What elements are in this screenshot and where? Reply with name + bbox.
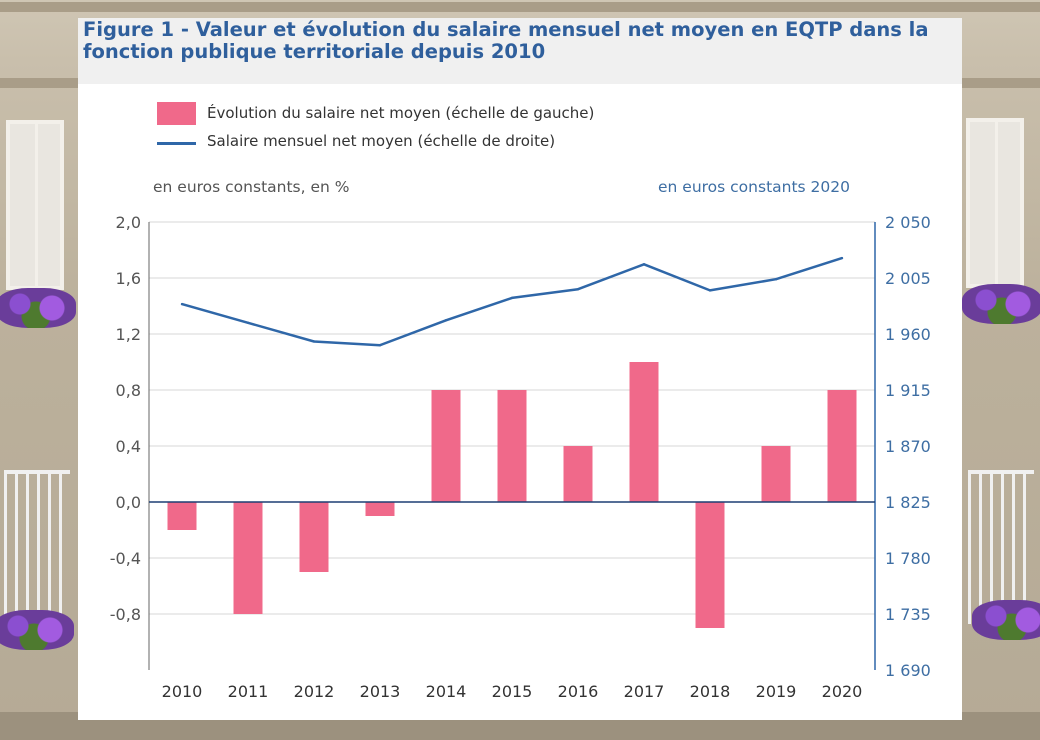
title-bar: Figure 1 - Valeur et évolution du salair…	[78, 18, 962, 84]
salary-point-2011	[246, 321, 250, 324]
tick-labels: 2,0 1,6 1,2 0,8 0,4 0,0 -0,4 -0,8 2 050 2 005 1 96…	[110, 213, 931, 701]
x-tick-label: 2014	[426, 682, 467, 701]
salary-point-2010	[180, 302, 184, 306]
salary-line-layer	[180, 256, 844, 347]
left-axis-unit: en euros constants, en %	[153, 178, 350, 196]
axes	[148, 222, 876, 670]
right-tick-label: 1 735	[885, 605, 931, 624]
right-tick-label: 1 870	[885, 437, 931, 456]
bar-2016	[563, 446, 593, 502]
right-tick-label: 1 915	[885, 381, 931, 400]
salary-point-2012	[312, 340, 316, 343]
right-axis-unit: en euros constants 2020	[658, 178, 850, 196]
x-tick-label: 2016	[558, 682, 599, 701]
bar-2011	[233, 502, 263, 614]
left-tick-label: 1,2	[116, 325, 141, 344]
bar-2013	[365, 502, 395, 516]
salary-point-2020	[840, 256, 844, 260]
figure-title: Figure 1 - Valeur et évolution du salair…	[83, 18, 929, 63]
flower-box-left	[0, 288, 76, 328]
salary-line	[181, 256, 843, 347]
right-tick-label: 1 780	[885, 549, 931, 568]
salary-point-2014	[444, 319, 448, 322]
left-tick-label: 1,6	[116, 269, 141, 288]
left-tick-label: 2,0	[116, 213, 141, 232]
left-tick-label: 0,0	[116, 493, 141, 512]
window-left	[6, 120, 64, 290]
bar-2010	[167, 502, 197, 530]
x-tick-label: 2018	[690, 682, 731, 701]
figure-card: Figure 1 - Valeur et évolution du salair…	[78, 18, 962, 720]
salary-point-2019	[774, 278, 778, 281]
left-tick-label: -0,8	[110, 605, 141, 624]
x-tick-label: 2013	[360, 682, 401, 701]
flower-box-right-lower	[972, 600, 1040, 640]
right-tick-label: 1 690	[885, 661, 931, 680]
salary-point-2015	[510, 296, 514, 300]
bar-2015	[497, 390, 527, 502]
x-tick-label: 2015	[492, 682, 533, 701]
right-tick-label: 1 825	[885, 493, 931, 512]
window-right	[966, 118, 1024, 288]
right-tick-label: 2 005	[885, 269, 931, 288]
gate-left	[4, 470, 70, 624]
salary-point-2016	[576, 288, 580, 291]
legend-bar-label: Évolution du salaire net moyen (échelle …	[207, 104, 595, 122]
x-tick-label: 2011	[228, 682, 269, 701]
legend-line-swatch	[157, 142, 196, 145]
x-tick-label: 2020	[822, 682, 863, 701]
bar-2020	[827, 390, 857, 502]
right-tick-label: 2 050	[885, 213, 931, 232]
left-tick-label: -0,4	[110, 549, 141, 568]
legend-line-label: Salaire mensuel net moyen (échelle de dr…	[207, 132, 556, 150]
flower-box-right	[962, 284, 1040, 324]
bar-2018	[695, 502, 725, 628]
x-tick-label: 2012	[294, 682, 335, 701]
right-tick-label: 1 960	[885, 325, 931, 344]
salary-point-2018	[708, 289, 712, 292]
flower-box-left-lower	[0, 610, 74, 650]
gate-right	[968, 470, 1034, 624]
bar-2012	[299, 502, 329, 572]
bar-2019	[761, 446, 791, 502]
bar-2017	[629, 362, 659, 502]
stone-band	[0, 2, 1040, 12]
x-tick-label: 2019	[756, 682, 797, 701]
salary-point-2013	[378, 344, 382, 347]
bar-2014	[431, 390, 461, 502]
left-tick-label: 0,4	[116, 437, 141, 456]
left-tick-label: 0,8	[116, 381, 141, 400]
x-tick-label: 2010	[162, 682, 203, 701]
x-tick-label: 2017	[624, 682, 665, 701]
chart-area: 2,0 1,6 1,2 0,8 0,4 0,0 -0,4 -0,8 2 050 2 005 1 96…	[110, 213, 931, 701]
bars	[167, 362, 857, 628]
legend-bar-swatch	[157, 102, 196, 125]
salary-point-2017	[642, 263, 646, 266]
